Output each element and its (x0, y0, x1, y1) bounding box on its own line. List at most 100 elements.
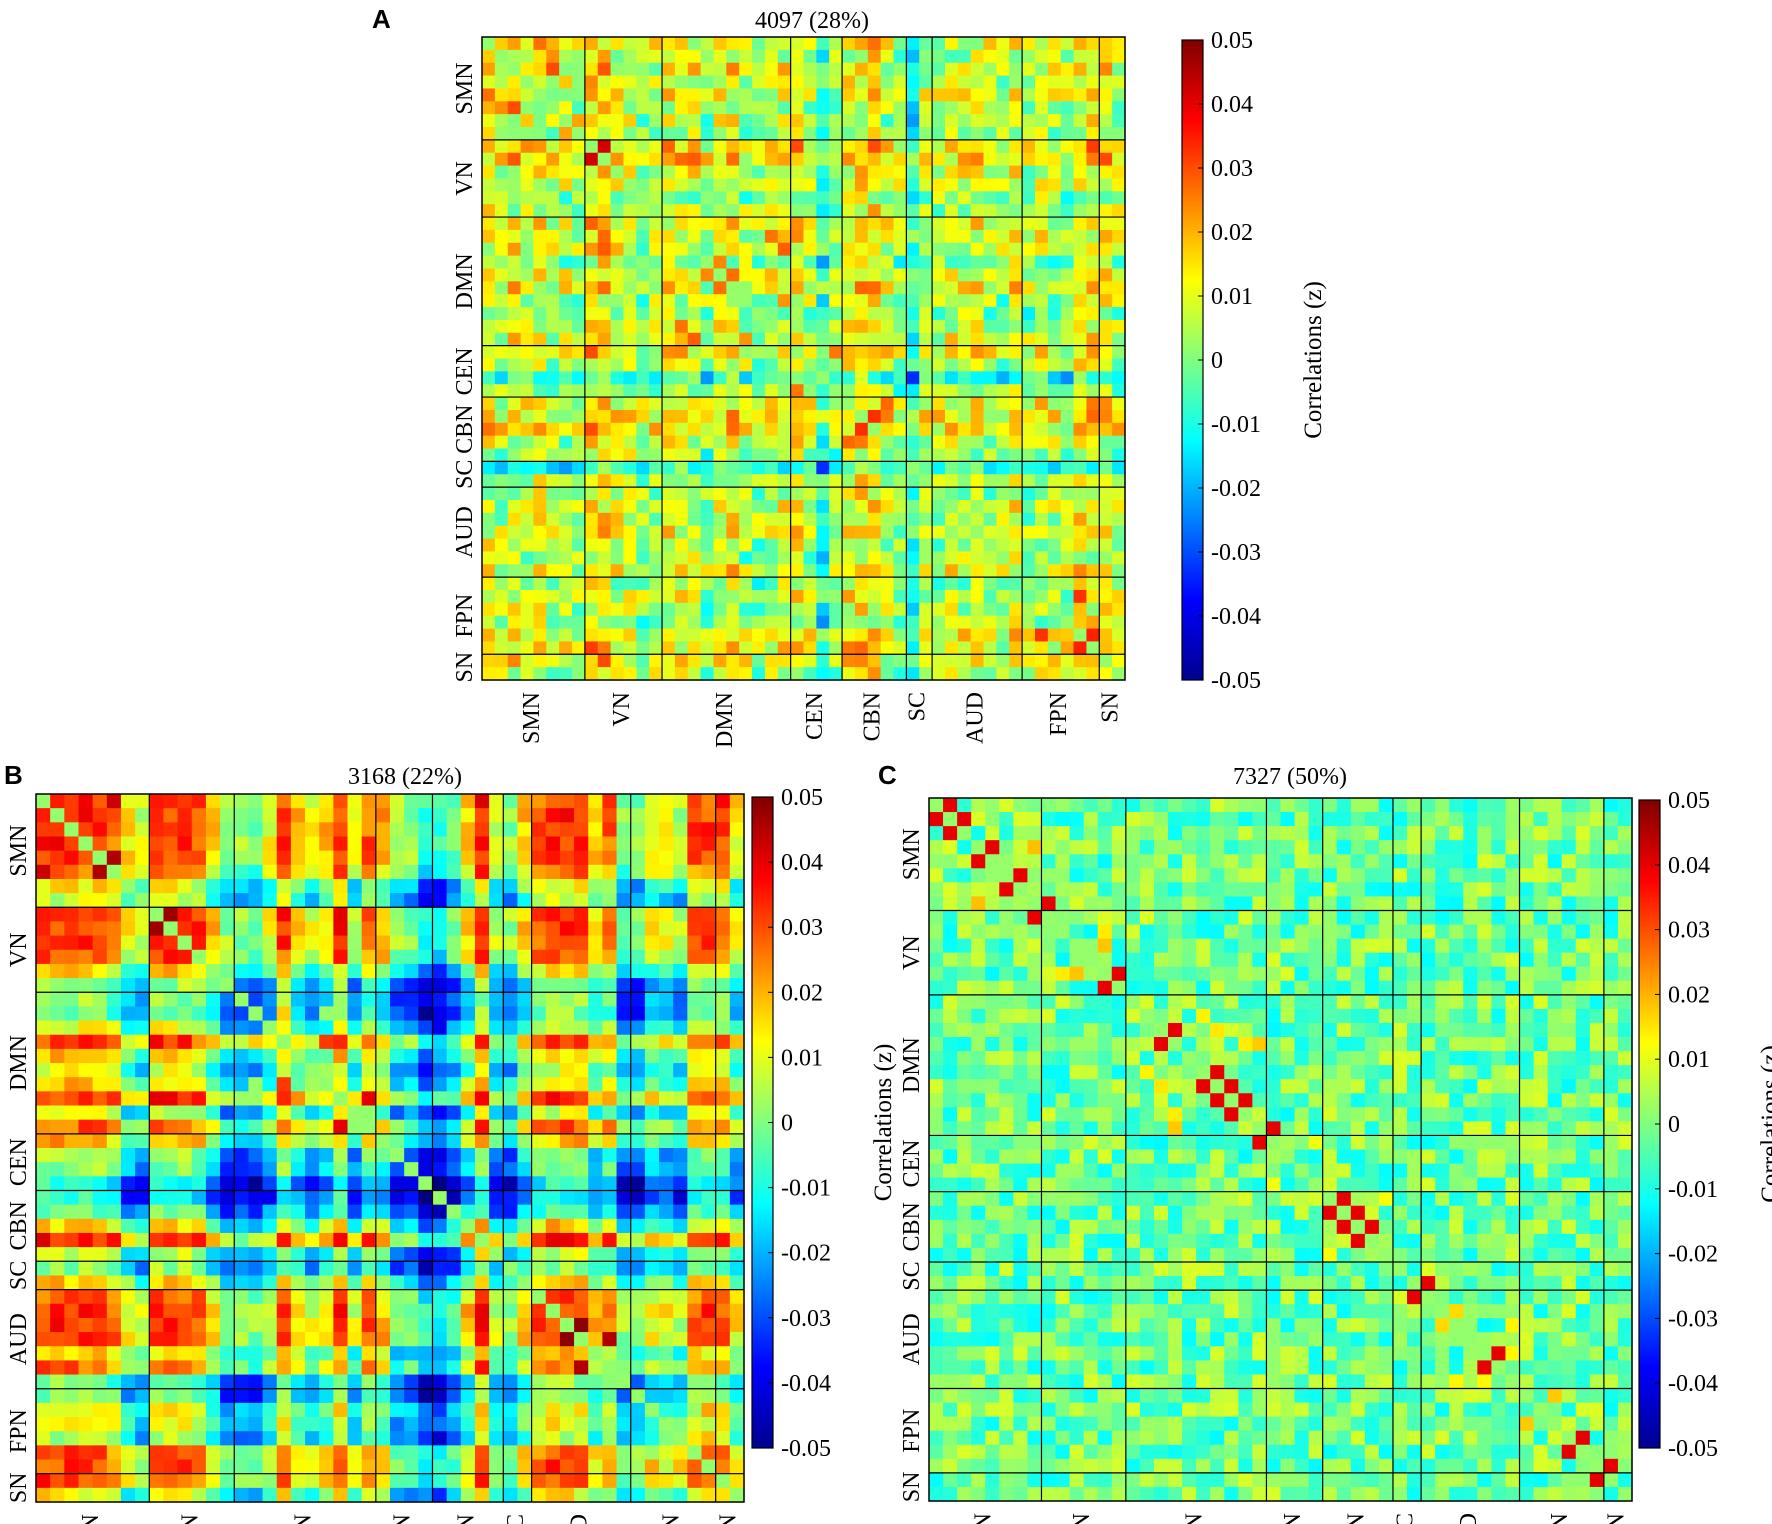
heatmap-cell (1073, 75, 1088, 90)
heatmap-cell (623, 75, 637, 90)
heatmap-cell (347, 1473, 363, 1489)
heatmap-cell (432, 1247, 448, 1262)
heatmap-cell (574, 893, 589, 908)
heatmap-cell (64, 808, 80, 823)
heatmap-cell (390, 1402, 405, 1418)
heatmap-cell (574, 992, 589, 1007)
heatmap-cell (361, 1034, 377, 1050)
heatmap-cell (659, 1063, 674, 1078)
heatmap-cell (880, 487, 895, 501)
heatmap-cell (649, 461, 663, 475)
heatmap-cell (533, 461, 547, 475)
heatmap-cell (106, 1275, 122, 1291)
heatmap-cell (78, 1006, 94, 1022)
heatmap-cell (559, 1332, 575, 1347)
heatmap-cell (893, 551, 907, 565)
heatmap-cell (276, 1063, 292, 1078)
heatmap-cell (829, 49, 843, 64)
heatmap-cell (50, 1275, 65, 1291)
heatmap-cell (739, 191, 753, 205)
heatmap-cell (489, 1006, 504, 1022)
heatmap-cell (205, 978, 221, 993)
heatmap-cell (932, 371, 946, 385)
heatmap-cell (390, 850, 405, 866)
heatmap-cell (1073, 127, 1088, 141)
heatmap-cell (715, 1346, 731, 1361)
heatmap-cell (1047, 577, 1062, 591)
heatmap-cell (623, 474, 637, 488)
heatmap-cell (78, 893, 94, 908)
heatmap-cell (177, 808, 193, 823)
heatmap-cell (616, 1148, 632, 1163)
heatmap-cell (893, 255, 907, 270)
heatmap-cell (623, 525, 637, 540)
heatmap-cell (531, 1388, 547, 1404)
heatmap-cell (574, 1105, 589, 1121)
heatmap-cell (333, 878, 349, 894)
heatmap-cell (970, 474, 985, 488)
heatmap-cell (700, 461, 715, 475)
heatmap-cell (1060, 577, 1075, 591)
heatmap-cell (545, 1247, 561, 1262)
heatmap-cell (687, 127, 702, 141)
heatmap-cell (1086, 384, 1100, 398)
heatmap-cell (673, 1119, 688, 1135)
heatmap-cell (588, 1317, 603, 1333)
heatmap-cell (729, 1402, 745, 1418)
heatmap-cell (163, 1176, 179, 1192)
heatmap-cell (205, 1162, 221, 1177)
heatmap-cell (262, 1445, 278, 1461)
heatmap-cell (1022, 242, 1036, 257)
heatmap-cell (970, 152, 985, 167)
heatmap-cell (191, 978, 207, 993)
heatmap-cell (687, 75, 702, 90)
heatmap-cell (531, 978, 547, 993)
heatmap-cell (644, 949, 660, 965)
heatmap-cell (559, 836, 575, 852)
heatmap-cell (636, 525, 650, 540)
heatmap-cell (944, 62, 959, 77)
heatmap-cell (489, 1133, 504, 1149)
heatmap-cell (361, 1218, 377, 1234)
heatmap-cell (636, 577, 650, 591)
heatmap-cell (333, 1431, 349, 1446)
heatmap-cell (983, 152, 997, 167)
heatmap-cell (559, 1204, 575, 1220)
heatmap-cell (764, 384, 779, 398)
heatmap-cell (418, 808, 434, 823)
heatmap-cell (752, 512, 766, 527)
heatmap-cell (92, 1006, 108, 1022)
heatmap-cell (517, 1218, 533, 1234)
heatmap-cell (1099, 191, 1113, 205)
heatmap-cell (482, 397, 496, 411)
heatmap-cell (135, 935, 150, 951)
heatmap-cell (1086, 589, 1100, 604)
heatmap-cell (944, 229, 959, 244)
heatmap-cell (36, 1091, 51, 1107)
heatmap-cell (659, 1332, 674, 1347)
heatmap-cell (120, 1289, 136, 1305)
heatmap-cell (559, 62, 573, 77)
heatmap-cell (361, 1232, 377, 1248)
heatmap-cell (106, 907, 122, 923)
heatmap-cell (106, 850, 122, 866)
heatmap-cell (616, 1204, 632, 1220)
heatmap-cell (432, 850, 448, 866)
heatmap-cell (636, 139, 650, 154)
heatmap-cell (630, 1190, 646, 1206)
heatmap-cell (616, 836, 632, 852)
heatmap-cell (446, 836, 462, 852)
heatmap-cell (92, 1077, 108, 1092)
heatmap-cell (623, 62, 637, 77)
heatmap-cell (482, 229, 496, 244)
heatmap-cell (1060, 307, 1075, 321)
heatmap-cell (867, 281, 882, 295)
heatmap-cell (944, 499, 959, 514)
heatmap-cell (333, 1261, 349, 1277)
heatmap-cell (494, 512, 509, 527)
heatmap-cell (803, 358, 817, 372)
heatmap-cell (867, 204, 882, 218)
heatmap-cell (305, 1063, 320, 1078)
heatmap-cell (507, 37, 522, 51)
heatmap-cell (777, 217, 792, 231)
